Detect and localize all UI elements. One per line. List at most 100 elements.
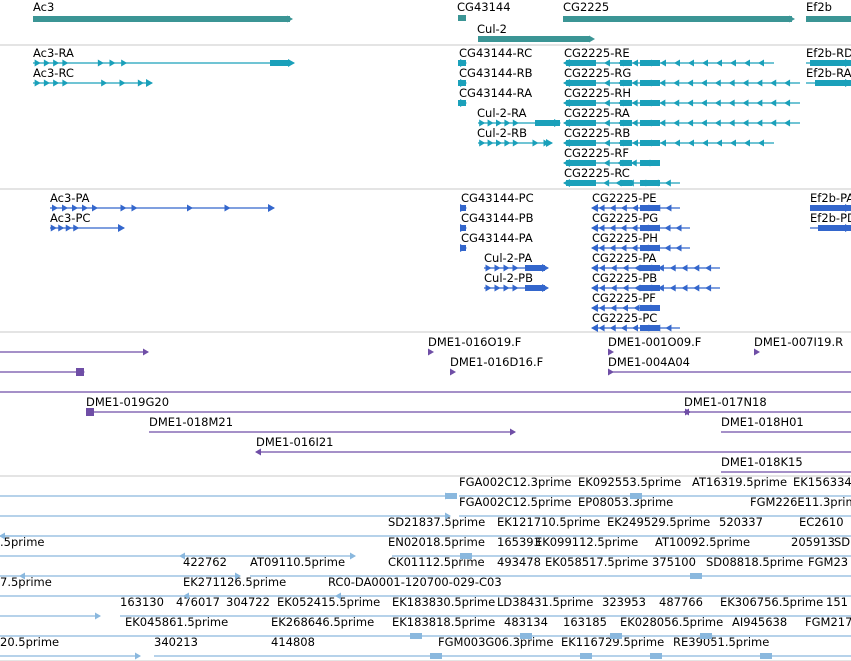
exon-chevron [603, 119, 610, 127]
exon-chevron [673, 119, 680, 127]
strand-arrow [754, 348, 760, 356]
transcript-label: CG2225-RC [564, 166, 630, 180]
est-label: 304722 [226, 595, 270, 609]
exon-chevron [34, 59, 41, 67]
exon-chevron [496, 139, 502, 147]
protein-feature[interactable] [460, 244, 467, 252]
transcript-feature[interactable] [806, 59, 851, 67]
exon-chevron [622, 264, 629, 272]
exon-chevron [50, 224, 57, 232]
protein-feature[interactable] [810, 224, 851, 232]
exon-chevron [693, 264, 700, 272]
strand-arrow [183, 592, 189, 600]
clone-end-block [86, 408, 94, 416]
protein-feature[interactable] [591, 244, 690, 252]
exon-chevron [504, 139, 511, 147]
exon-chevron [485, 264, 492, 272]
est-label: FGM23 [808, 555, 848, 569]
clone-end-block [76, 368, 84, 376]
exon-chevron [756, 99, 763, 107]
gene-feature[interactable] [33, 16, 290, 22]
exon-chevron [494, 284, 501, 292]
exon-chevron [487, 139, 494, 147]
transcript-feature[interactable] [806, 79, 851, 87]
est-label: AT16319.5prime [692, 475, 787, 489]
exon-chevron [728, 79, 735, 87]
exon-chevron [784, 79, 791, 87]
exon-chevron [687, 119, 694, 127]
transcript-feature[interactable] [458, 59, 467, 67]
exon-chevron [632, 324, 638, 332]
est-exon [610, 633, 622, 639]
gene-feature[interactable] [458, 15, 466, 21]
exon-chevron [65, 224, 72, 232]
est-label: 414808 [271, 635, 315, 649]
est-exon [520, 633, 532, 639]
exon-chevron [479, 119, 486, 127]
est-exon [460, 553, 472, 559]
exon-chevron [617, 159, 624, 167]
exon-chevron [603, 79, 610, 87]
clone-label: DME1-007I19.R [754, 335, 843, 349]
exon-chevron [784, 99, 791, 107]
transcript-feature[interactable] [33, 59, 295, 67]
protein-feature[interactable] [460, 204, 467, 212]
transcript-label: Ef2b-RD [806, 46, 851, 60]
est-end-arrow [0, 532, 5, 540]
exon-chevron [646, 59, 652, 67]
protein-label: CG43144-PC [461, 191, 534, 205]
gene-feature[interactable] [563, 16, 792, 22]
exon-chevron [714, 79, 721, 87]
est-label: AI945638 [732, 615, 787, 629]
exon-chevron [742, 119, 749, 127]
exon-chevron [674, 59, 680, 67]
gene-feature[interactable] [806, 16, 851, 22]
exon-chevron [512, 284, 519, 292]
exon-chevron [58, 224, 65, 232]
strand-arrow [428, 348, 434, 356]
est-label: 151 [826, 595, 848, 609]
transcript-feature[interactable] [33, 79, 153, 87]
clone-label: DME1-016O19.F [428, 335, 521, 349]
protein-feature[interactable] [460, 224, 467, 232]
exon-chevron [653, 244, 660, 252]
exon-chevron [503, 264, 510, 272]
exon-chevron [617, 79, 624, 87]
exon-chevron [643, 204, 650, 212]
exon-chevron [640, 179, 647, 187]
exon-chevron [618, 59, 624, 67]
est-label: 487766 [659, 595, 703, 609]
exon-chevron [496, 119, 502, 127]
est-label: FGA002C12.5prime [459, 495, 571, 509]
exon-chevron [702, 139, 708, 147]
transcript-label: Cul-2-RA [477, 106, 527, 120]
clone-label: DME1-018K15 [721, 455, 803, 469]
exon-chevron [494, 264, 501, 272]
exon-chevron [770, 79, 777, 87]
exon-chevron [620, 224, 627, 232]
exon-chevron [714, 99, 721, 107]
est-label: 163130 [120, 595, 164, 609]
exon-chevron [654, 324, 661, 332]
exon-chevron [603, 99, 610, 107]
gene-feature[interactable] [478, 36, 590, 42]
protein-feature[interactable] [591, 224, 690, 232]
transcript-label: CG2225-RF [564, 146, 629, 160]
gene-strand-arrow [287, 15, 293, 23]
transcript-label: CG2225-RH [564, 86, 631, 100]
exon-chevron [610, 304, 617, 312]
exon-chevron [119, 79, 126, 87]
exon-chevron [618, 139, 624, 147]
est-label: 476017 [176, 595, 220, 609]
est-label: 493478 [497, 555, 541, 569]
exon-chevron [622, 304, 628, 312]
est-label: EK249529.5prime [607, 515, 710, 529]
transcript-feature[interactable] [563, 179, 680, 187]
transcript-label: CG43144-RC [459, 46, 532, 60]
transcript-feature[interactable] [458, 99, 467, 107]
gene-label: CG43144 [457, 0, 511, 14]
transcript-feature[interactable] [458, 79, 467, 87]
clone-end-arrow [510, 428, 516, 436]
protein-feature[interactable] [810, 204, 851, 212]
clone-label: DME1-018H01 [721, 415, 804, 429]
